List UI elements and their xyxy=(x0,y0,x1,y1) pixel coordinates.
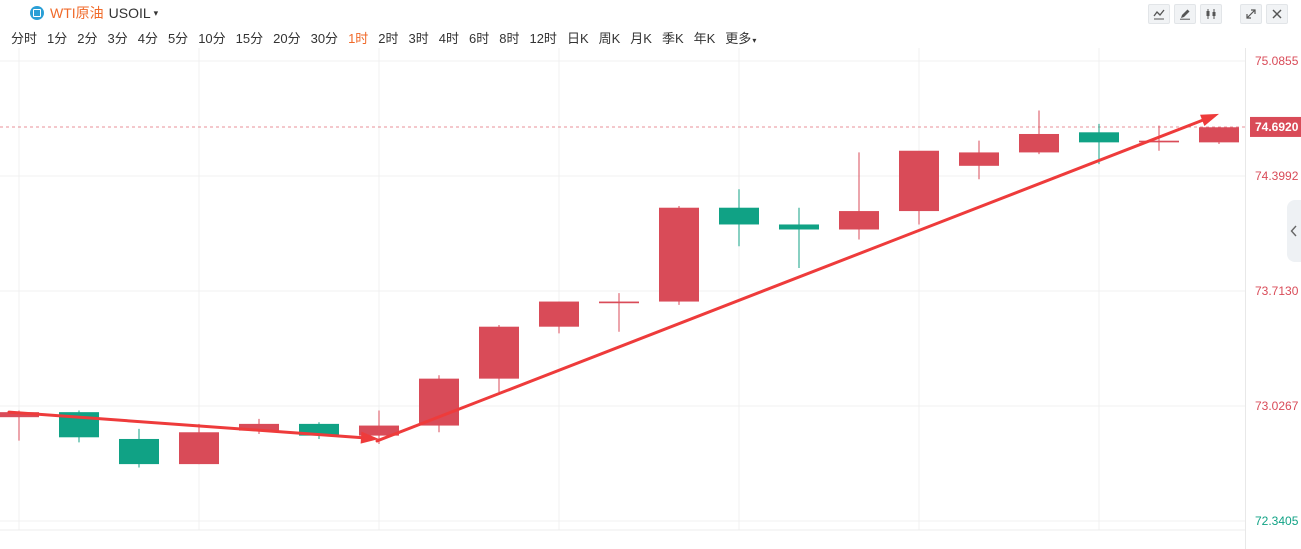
symbol-selector[interactable]: WTI原油 USOIL ▾ xyxy=(30,3,158,23)
period-tab-label: 年K xyxy=(693,31,716,46)
trend-arrow-line xyxy=(7,410,363,440)
candle-body xyxy=(179,432,219,465)
candle-body xyxy=(0,412,39,418)
period-tab-label: 周K xyxy=(598,31,621,46)
period-tab-label: 1分 xyxy=(47,31,68,46)
candle-body xyxy=(599,301,639,304)
y-tick-label: 75.0855 xyxy=(1255,54,1299,68)
candle-body xyxy=(119,438,159,465)
candle-body xyxy=(479,326,519,379)
period-tab-label: 4分 xyxy=(137,31,158,46)
period-tab[interactable]: 周K xyxy=(599,28,621,47)
candle-body xyxy=(719,207,759,225)
chevron-left-icon xyxy=(1290,225,1297,237)
period-tab[interactable]: 5分 xyxy=(168,28,188,47)
period-tab-label: 2分 xyxy=(77,31,98,46)
candle-body xyxy=(779,224,819,230)
candle-body xyxy=(899,150,939,212)
chart-header: WTI原油 USOIL ▾ xyxy=(0,0,1301,26)
y-tick-label: 74.3992 xyxy=(1255,169,1299,183)
candle-body xyxy=(359,425,399,436)
period-tab[interactable]: 15分 xyxy=(236,28,263,47)
period-tab[interactable]: 2分 xyxy=(77,28,97,47)
period-tab[interactable]: 年K xyxy=(694,28,716,47)
shrink-icon[interactable] xyxy=(1240,4,1262,24)
period-tab[interactable]: 月K xyxy=(630,28,652,47)
period-tab-label: 10分 xyxy=(198,31,226,46)
period-tab-label: 15分 xyxy=(235,31,264,46)
candles-icon[interactable] xyxy=(1200,4,1222,24)
y-tick-label: 72.3405 xyxy=(1255,514,1299,528)
period-tab[interactable]: 分时 xyxy=(11,28,37,47)
candle-body xyxy=(1079,132,1119,143)
trend-arrow-head xyxy=(1200,113,1219,126)
period-tab-label: 6时 xyxy=(469,31,490,46)
period-tab[interactable]: 12时 xyxy=(529,28,556,47)
period-tab-label: 1时 xyxy=(348,31,369,46)
symbol-name: WTI原油 xyxy=(50,5,104,21)
symbol-code: USOIL xyxy=(108,5,151,21)
period-tab[interactable]: 1时 xyxy=(348,28,368,47)
side-panel-toggle[interactable] xyxy=(1287,200,1301,262)
period-tab-label: 4时 xyxy=(438,31,459,46)
chevron-down-icon: ▾ xyxy=(752,36,757,45)
candle-body xyxy=(1199,127,1239,143)
symbol-icon xyxy=(30,6,44,20)
candle-body xyxy=(959,152,999,166)
period-tab-label: 日K xyxy=(566,31,589,46)
chevron-down-icon: ▾ xyxy=(153,7,159,18)
candle-body xyxy=(1019,133,1059,153)
period-tab[interactable]: 3时 xyxy=(409,28,429,47)
period-tabs: 分时 1分 2分 3分 4分 5分 10分 15分 20分 30分 1时 2时 3时 4时 6时 8时 12时日… xyxy=(11,28,766,47)
candle-body xyxy=(1139,140,1179,143)
toolbar xyxy=(1144,4,1288,24)
candle-body xyxy=(239,423,279,431)
period-tab-label: 3时 xyxy=(408,31,429,46)
period-tab[interactable]: 10分 xyxy=(198,28,225,47)
period-tab-label: 季K xyxy=(661,31,684,46)
period-tab[interactable]: 1分 xyxy=(47,28,67,47)
period-tab[interactable]: 6时 xyxy=(469,28,489,47)
candle-body xyxy=(299,423,339,436)
candle-body xyxy=(539,301,579,327)
current-price-tag xyxy=(1250,116,1301,137)
y-tick-label: 73.7130 xyxy=(1255,284,1299,298)
period-tab-label: 分时 xyxy=(11,31,38,46)
period-tab[interactable]: 30分 xyxy=(311,28,338,47)
period-tab[interactable]: 20分 xyxy=(273,28,300,47)
y-tick-label: 73.0267 xyxy=(1255,399,1299,413)
period-tab[interactable]: 4分 xyxy=(138,28,158,47)
close-icon[interactable] xyxy=(1266,4,1288,24)
candle-body xyxy=(659,207,699,302)
current-price-label: 74.6920 xyxy=(1255,120,1299,134)
period-tab-label: 月K xyxy=(630,31,652,46)
pencil-icon[interactable] xyxy=(1174,4,1196,24)
candle-body xyxy=(839,211,879,230)
period-tab[interactable]: 3分 xyxy=(107,28,127,47)
period-tab-label: 5分 xyxy=(167,31,189,46)
period-tab[interactable]: 4时 xyxy=(439,28,459,47)
period-tab-label: 12时 xyxy=(529,31,557,46)
candle-body xyxy=(419,378,459,426)
period-tab[interactable]: 8时 xyxy=(499,28,519,47)
period-tab-label: 2时 xyxy=(378,31,399,46)
trend-arrow-line xyxy=(375,118,1204,443)
period-tab[interactable]: 季K xyxy=(662,28,684,47)
period-tab-label: 30分 xyxy=(310,31,339,46)
period-tab-label: 更多 xyxy=(725,31,752,46)
period-tab-label: 3分 xyxy=(107,31,128,46)
period-tab[interactable]: 2时 xyxy=(378,28,398,47)
trend-arrow-head xyxy=(360,431,379,444)
period-tab-label: 8时 xyxy=(499,31,520,46)
period-tab[interactable]: 日K xyxy=(567,28,589,47)
period-tab[interactable]: 更多▾ xyxy=(725,28,756,47)
line-chart-icon[interactable] xyxy=(1148,4,1170,24)
period-tab-label: 20分 xyxy=(273,31,301,46)
